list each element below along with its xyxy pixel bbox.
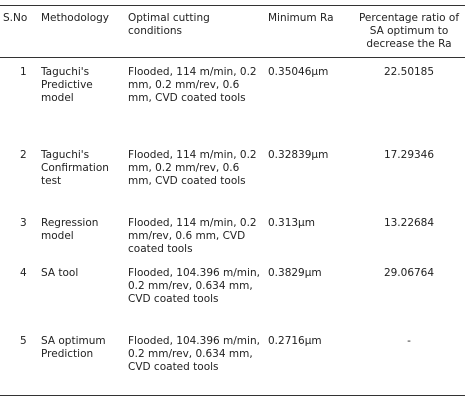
table-cell: Flooded, 104.396 m/min, 0.2 mm/rev, 0.63… <box>128 266 260 305</box>
header-cell: Methodology <box>41 12 110 24</box>
table-cell: Flooded, 114 m/min, 0.2 mm/rev, 0.6 mm, … <box>128 216 257 255</box>
table-cell: 29.06764 <box>383 266 435 279</box>
header-cell: Optimal cutting conditions <box>128 12 210 37</box>
table-cell: SA optimum Prediction <box>41 334 106 360</box>
header-row: S.No Methodology Optimal cutting condition… <box>0 5 465 58</box>
table-cell: 0.3829µm <box>268 266 322 279</box>
table-cell: Taguchi's Predictive model <box>41 66 93 104</box>
header-cell: S.No <box>3 12 28 24</box>
table-body: 1 Taguchi's Predictive model Flooded, 114 … <box>0 58 465 396</box>
table-row: 3 Regression model Flooded, 114 m/min, 0.2… <box>0 209 465 259</box>
table-header: S.No Methodology Optimal cutting condition… <box>0 5 465 58</box>
table-cell: 0.32839µm <box>268 148 329 161</box>
table-cell: Taguchi's Confirmation test <box>41 148 109 187</box>
header-cell: Minimum Ra <box>268 12 334 24</box>
table-cell: 0.2716µm <box>268 334 322 347</box>
table-row: 5 SA optimum Prediction Flooded, 104.396 m… <box>0 327 465 396</box>
table-cell: 13.22684 <box>383 216 435 229</box>
table-cell: 2 <box>20 148 27 161</box>
table-cell: Flooded, 114 m/min, 0.2 mm, 0.2 mm/rev, … <box>128 66 257 104</box>
table-row: 2 Taguchi's Confirmation test Flooded, 114… <box>0 141 465 209</box>
table-cell: 3 <box>20 216 27 229</box>
table-cell: 4 <box>20 266 27 279</box>
table-cell: - <box>407 334 411 347</box>
table-cell: 0.35046µm <box>268 66 329 78</box>
table-cell: 0.313µm <box>268 216 315 229</box>
table-cell: 5 <box>20 334 27 347</box>
header-cell: Percentage ratio of SA optimum to decrea… <box>358 12 460 50</box>
table-cell: 17.29346 <box>383 148 435 161</box>
table-cell: SA tool <box>41 266 79 279</box>
results-table: S.No Methodology Optimal cutting condition… <box>0 5 465 396</box>
table-cell: Flooded, 114 m/min, 0.2 mm, 0.2 mm/rev, … <box>128 148 257 187</box>
table-cell: Regression model <box>41 216 99 242</box>
table-cell: 22.50185 <box>383 66 435 78</box>
table-row: 1 Taguchi's Predictive model Flooded, 114 … <box>0 58 465 141</box>
table-cell: Flooded, 104.396 m/min, 0.2 mm/rev, 0.63… <box>128 334 260 373</box>
table-cell: 1 <box>20 66 27 78</box>
table-row: 4 SA tool Flooded, 104.396 m/min, 0.2 mm/r… <box>0 259 465 327</box>
